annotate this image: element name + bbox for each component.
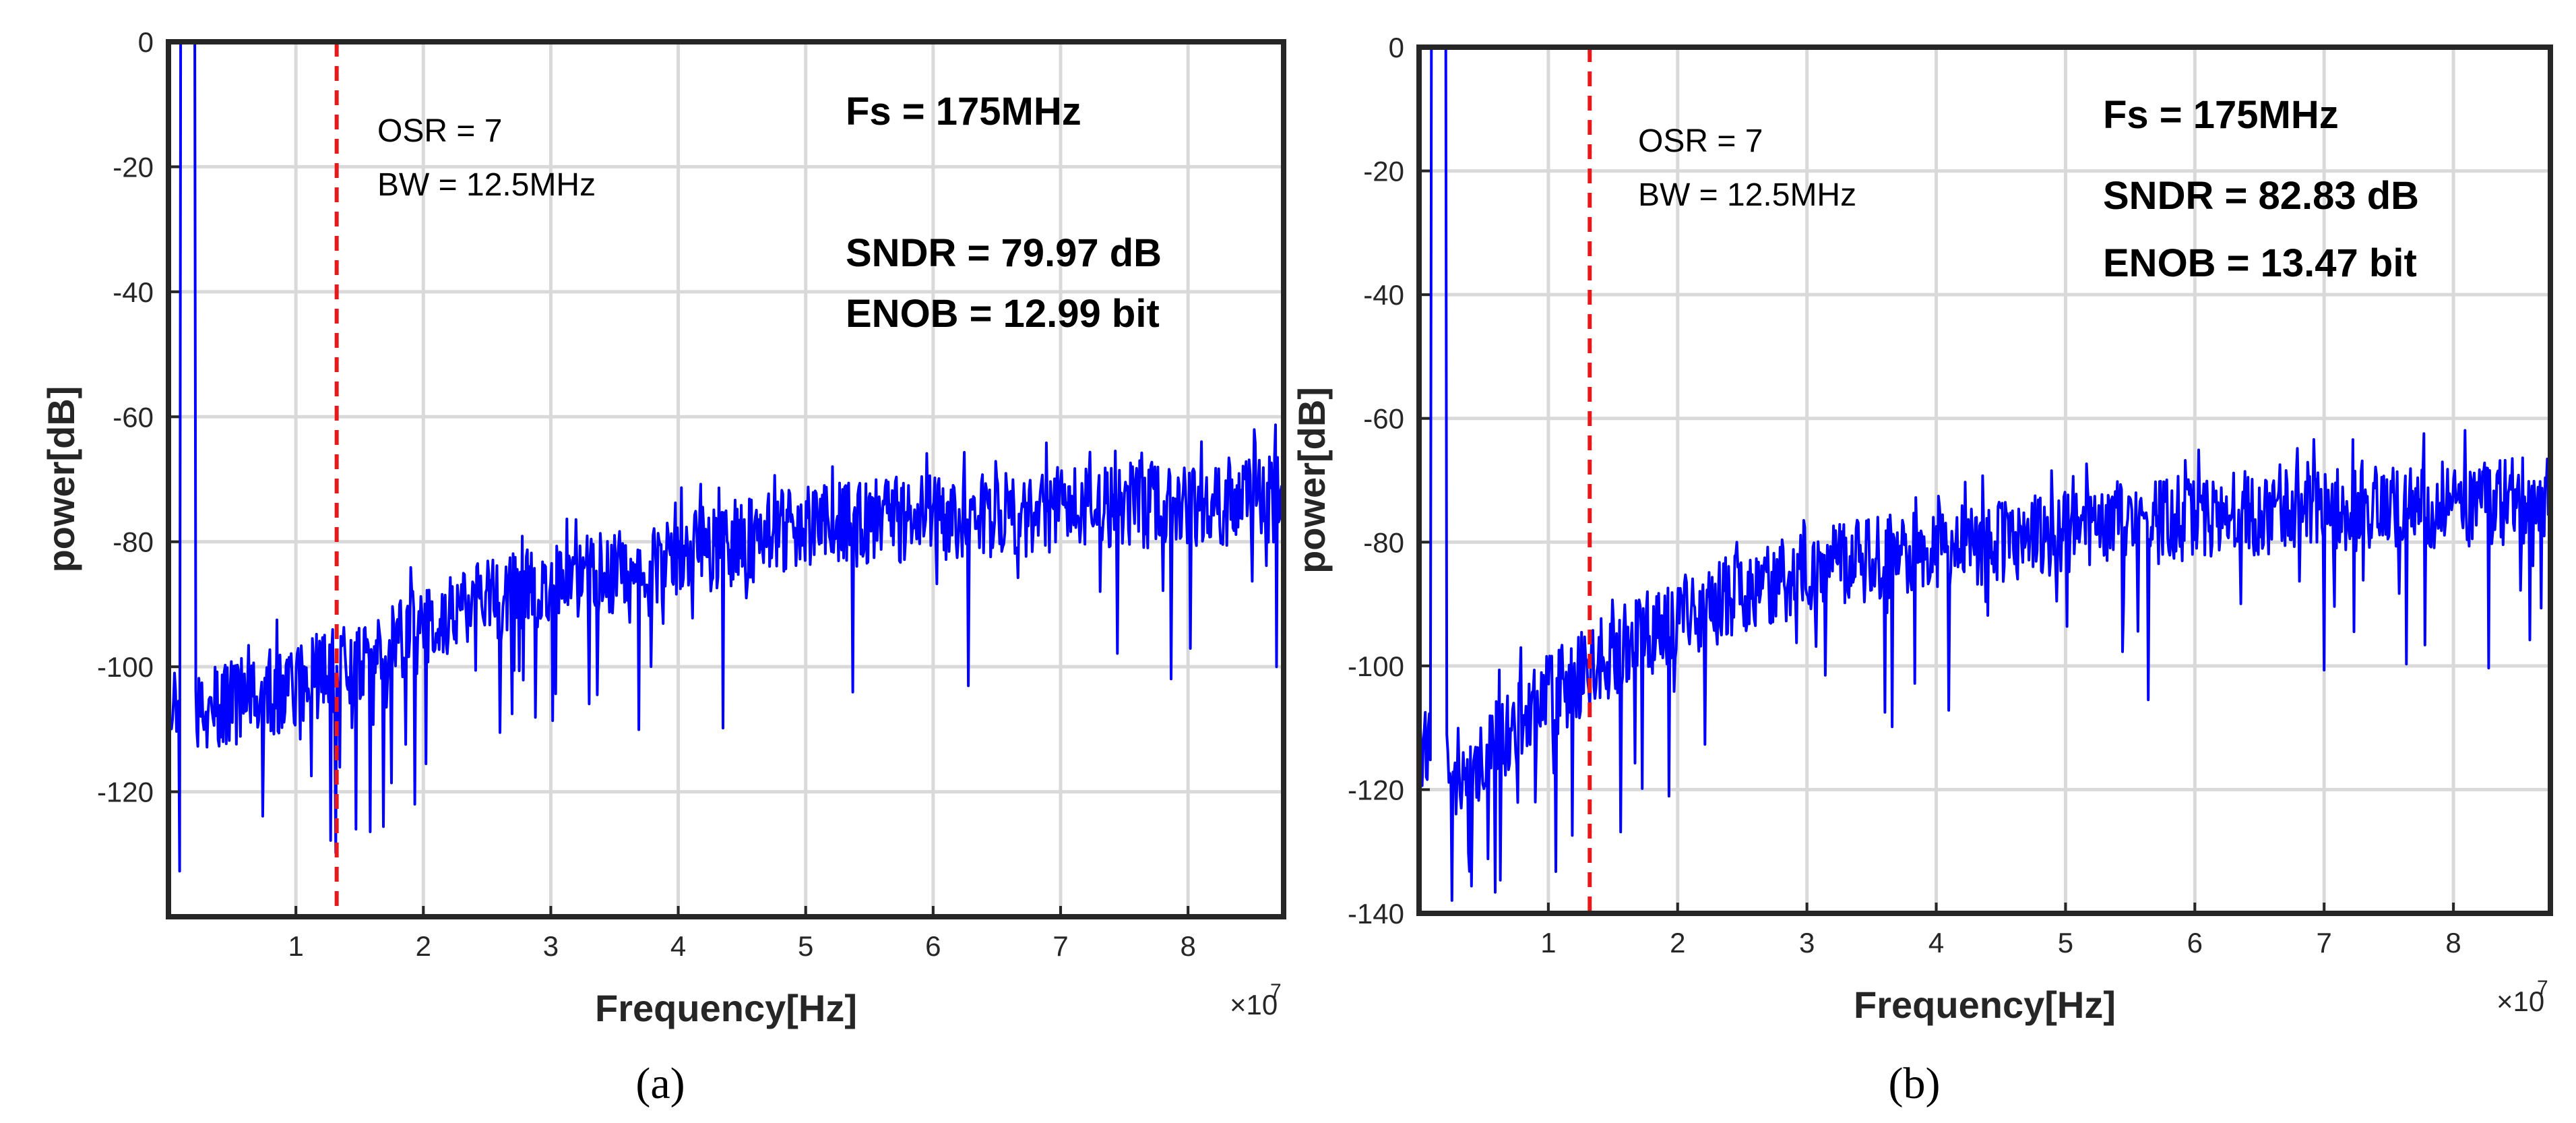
chart-a-svg: 1 2 3 4 5 6 7 8 0 -20 -40 -60 -80 -100 -120 Frequency[H… [40, 26, 1286, 1029]
spectrum-series [1418, 46, 2552, 902]
panel-label-b: (b) [1888, 1059, 1941, 1108]
osr-annotation: OSR = 7 [377, 113, 502, 149]
x-exponent-label: ×10 [2496, 985, 2544, 1017]
bw-annotation: BW = 12.5MHz [1638, 177, 1856, 213]
panel-label-a: (a) [635, 1059, 685, 1108]
x-tick-label: 5 [2058, 927, 2073, 959]
y-tick-label: -120 [1348, 774, 1404, 806]
y-tick-label: 0 [138, 26, 154, 58]
fs-annotation: Fs = 175MHz [846, 90, 1081, 133]
x-tick-label: 7 [1053, 930, 1068, 962]
x-exponent-power: 7 [2537, 977, 2548, 999]
x-tick-label: 3 [1799, 927, 1815, 959]
y-tick-label: -120 [97, 777, 154, 808]
y-tick-label: -80 [1363, 526, 1404, 558]
y-axis-label: power[dB] [1290, 387, 1333, 574]
sndr-annotation: SNDR = 82.83 dB [2103, 174, 2419, 218]
x-tick-label: 5 [798, 930, 813, 962]
x-tick-label: 4 [670, 930, 686, 962]
y-tick-label: -60 [1363, 403, 1404, 435]
x-tick-label: 8 [2445, 927, 2461, 959]
x-tick-label: 6 [925, 930, 941, 962]
axes-box [166, 39, 1286, 919]
x-tick-label: 2 [1670, 927, 1685, 959]
x-axis-label: Frequency[Hz] [595, 987, 857, 1029]
y-tick-label: -140 [1348, 898, 1404, 930]
sndr-annotation: SNDR = 79.97 dB [846, 231, 1162, 275]
y-tick-label: 0 [1389, 32, 1404, 63]
x-tick-label: 4 [1928, 927, 1944, 959]
chart-panel-b: 1 2 3 4 5 6 7 8 0 -20 -40 -60 -80 -100 -120 -140 Frequen… [1288, 0, 2575, 1123]
axes-box [1416, 44, 2553, 916]
x-tick-label: 3 [543, 930, 559, 962]
x-axis-label: Frequency[Hz] [1854, 983, 2116, 1026]
x-tick-label: 2 [416, 930, 431, 962]
enob-annotation: ENOB = 13.47 bit [2103, 241, 2417, 285]
y-tick-label: -20 [113, 151, 154, 183]
x-tick-label: 8 [1180, 930, 1195, 962]
osr-annotation: OSR = 7 [1638, 123, 1763, 159]
y-tick-label: -20 [1363, 156, 1404, 187]
y-tick-label: -100 [1348, 650, 1404, 682]
spectrum-series [167, 40, 1285, 873]
y-axis-label: power[dB] [40, 386, 82, 573]
x-tick-label: 7 [2317, 927, 2332, 959]
x-exponent-label: ×10 [1230, 989, 1278, 1021]
x-tick-label: 1 [1540, 927, 1556, 959]
y-tick-label: -60 [113, 401, 154, 433]
y-tick-label: -40 [1363, 279, 1404, 311]
bw-annotation: BW = 12.5MHz [377, 167, 596, 203]
fs-annotation: Fs = 175MHz [2103, 93, 2339, 137]
chart-b-svg: 1 2 3 4 5 6 7 8 0 -20 -40 -60 -80 -100 -120 -140 Frequen… [1290, 32, 2553, 1026]
y-tick-label: -100 [97, 651, 154, 683]
x-tick-label: 1 [288, 930, 303, 962]
x-exponent-power: 7 [1270, 980, 1282, 1002]
y-tick-label: -40 [113, 276, 154, 308]
enob-annotation: ENOB = 12.99 bit [846, 292, 1160, 336]
x-tick-label: 6 [2187, 927, 2203, 959]
y-tick-label: -80 [113, 526, 154, 558]
chart-panel-a: 1 2 3 4 5 6 7 8 0 -20 -40 -60 -80 -100 -120 Frequency[H… [40, 26, 1286, 1108]
